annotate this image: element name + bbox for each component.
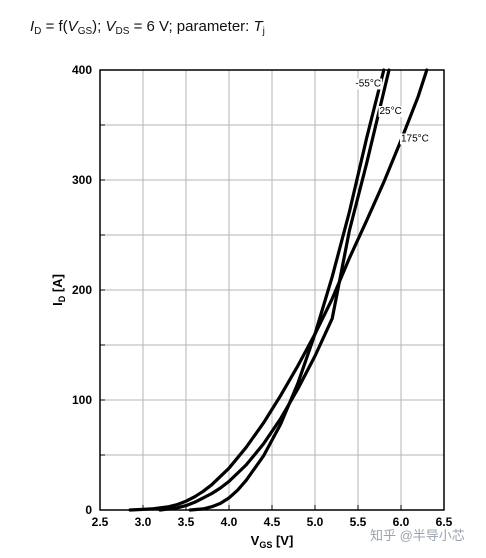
axis-ticks: 2.5 3.0 3.5 4.0 4.5 5.0 5.5 6.0 6.5 0 100 200 300 400 [72,63,453,529]
watermark: 知乎 @半导小芯 [370,528,465,543]
series-line-1 [158,68,391,512]
curve-label-background [354,78,383,90]
x-axis-label-main: V [251,533,260,548]
title-text-2: ); [92,18,106,35]
x-tick-label: 5.0 [307,515,324,529]
grid [99,69,445,511]
title-text-3: = 6 V; parameter: [129,18,254,35]
y-axis-label-sub: D [57,295,67,302]
y-axis-label-unit: [A] [50,274,65,296]
title-text-1: = f( [41,18,68,35]
x-tick-label: 3.5 [178,515,195,529]
x-tick-label: 6.5 [436,515,453,529]
x-axis-label-sub: GS [259,540,272,550]
y-tick-label: 0 [85,503,92,517]
x-axis-label-unit: [V] [272,533,293,548]
y-tick-label: 300 [72,173,92,187]
y-tick-label: 100 [72,393,92,407]
y-tick-label: 200 [72,283,92,297]
x-tick-label: 6.0 [393,515,410,529]
x-tick-label: 5.5 [350,515,367,529]
title-param-subscript: j [262,26,265,37]
x-tick-label: 4.0 [221,515,238,529]
curve-label-background [378,106,403,117]
chart-title: ID = f(VGS); VDS = 6 V; parameter: Tj [30,18,265,37]
title-vgs-symbol: V [67,18,78,35]
y-tick-label: 400 [72,63,92,77]
curve-label: -55°C [355,79,381,90]
y-axis-label-main: I [50,302,65,306]
y-axis-label: ID [A] [50,274,67,306]
x-tick-label: 4.5 [264,515,281,529]
title-vds-subscript: DS [115,26,130,37]
x-axis-label: VGS [V] [251,533,294,550]
title-id-symbol: I [30,18,35,35]
curve-label: 175°C [401,134,429,145]
title-param-symbol: T [253,18,263,35]
title-vgs-subscript: GS [77,26,93,37]
curve-label: 25°C [380,106,402,117]
curve-label-background [400,133,430,145]
curves [128,68,429,512]
x-tick-label: 2.5 [92,515,109,529]
curve-labels: -55°C 25°C 175°C [354,78,430,145]
series-line-0 [188,68,386,512]
title-vds-symbol: V [105,18,116,35]
series-line-2 [128,68,429,512]
x-tick-label: 3.0 [135,515,152,529]
title-id-subscript: D [34,26,42,37]
